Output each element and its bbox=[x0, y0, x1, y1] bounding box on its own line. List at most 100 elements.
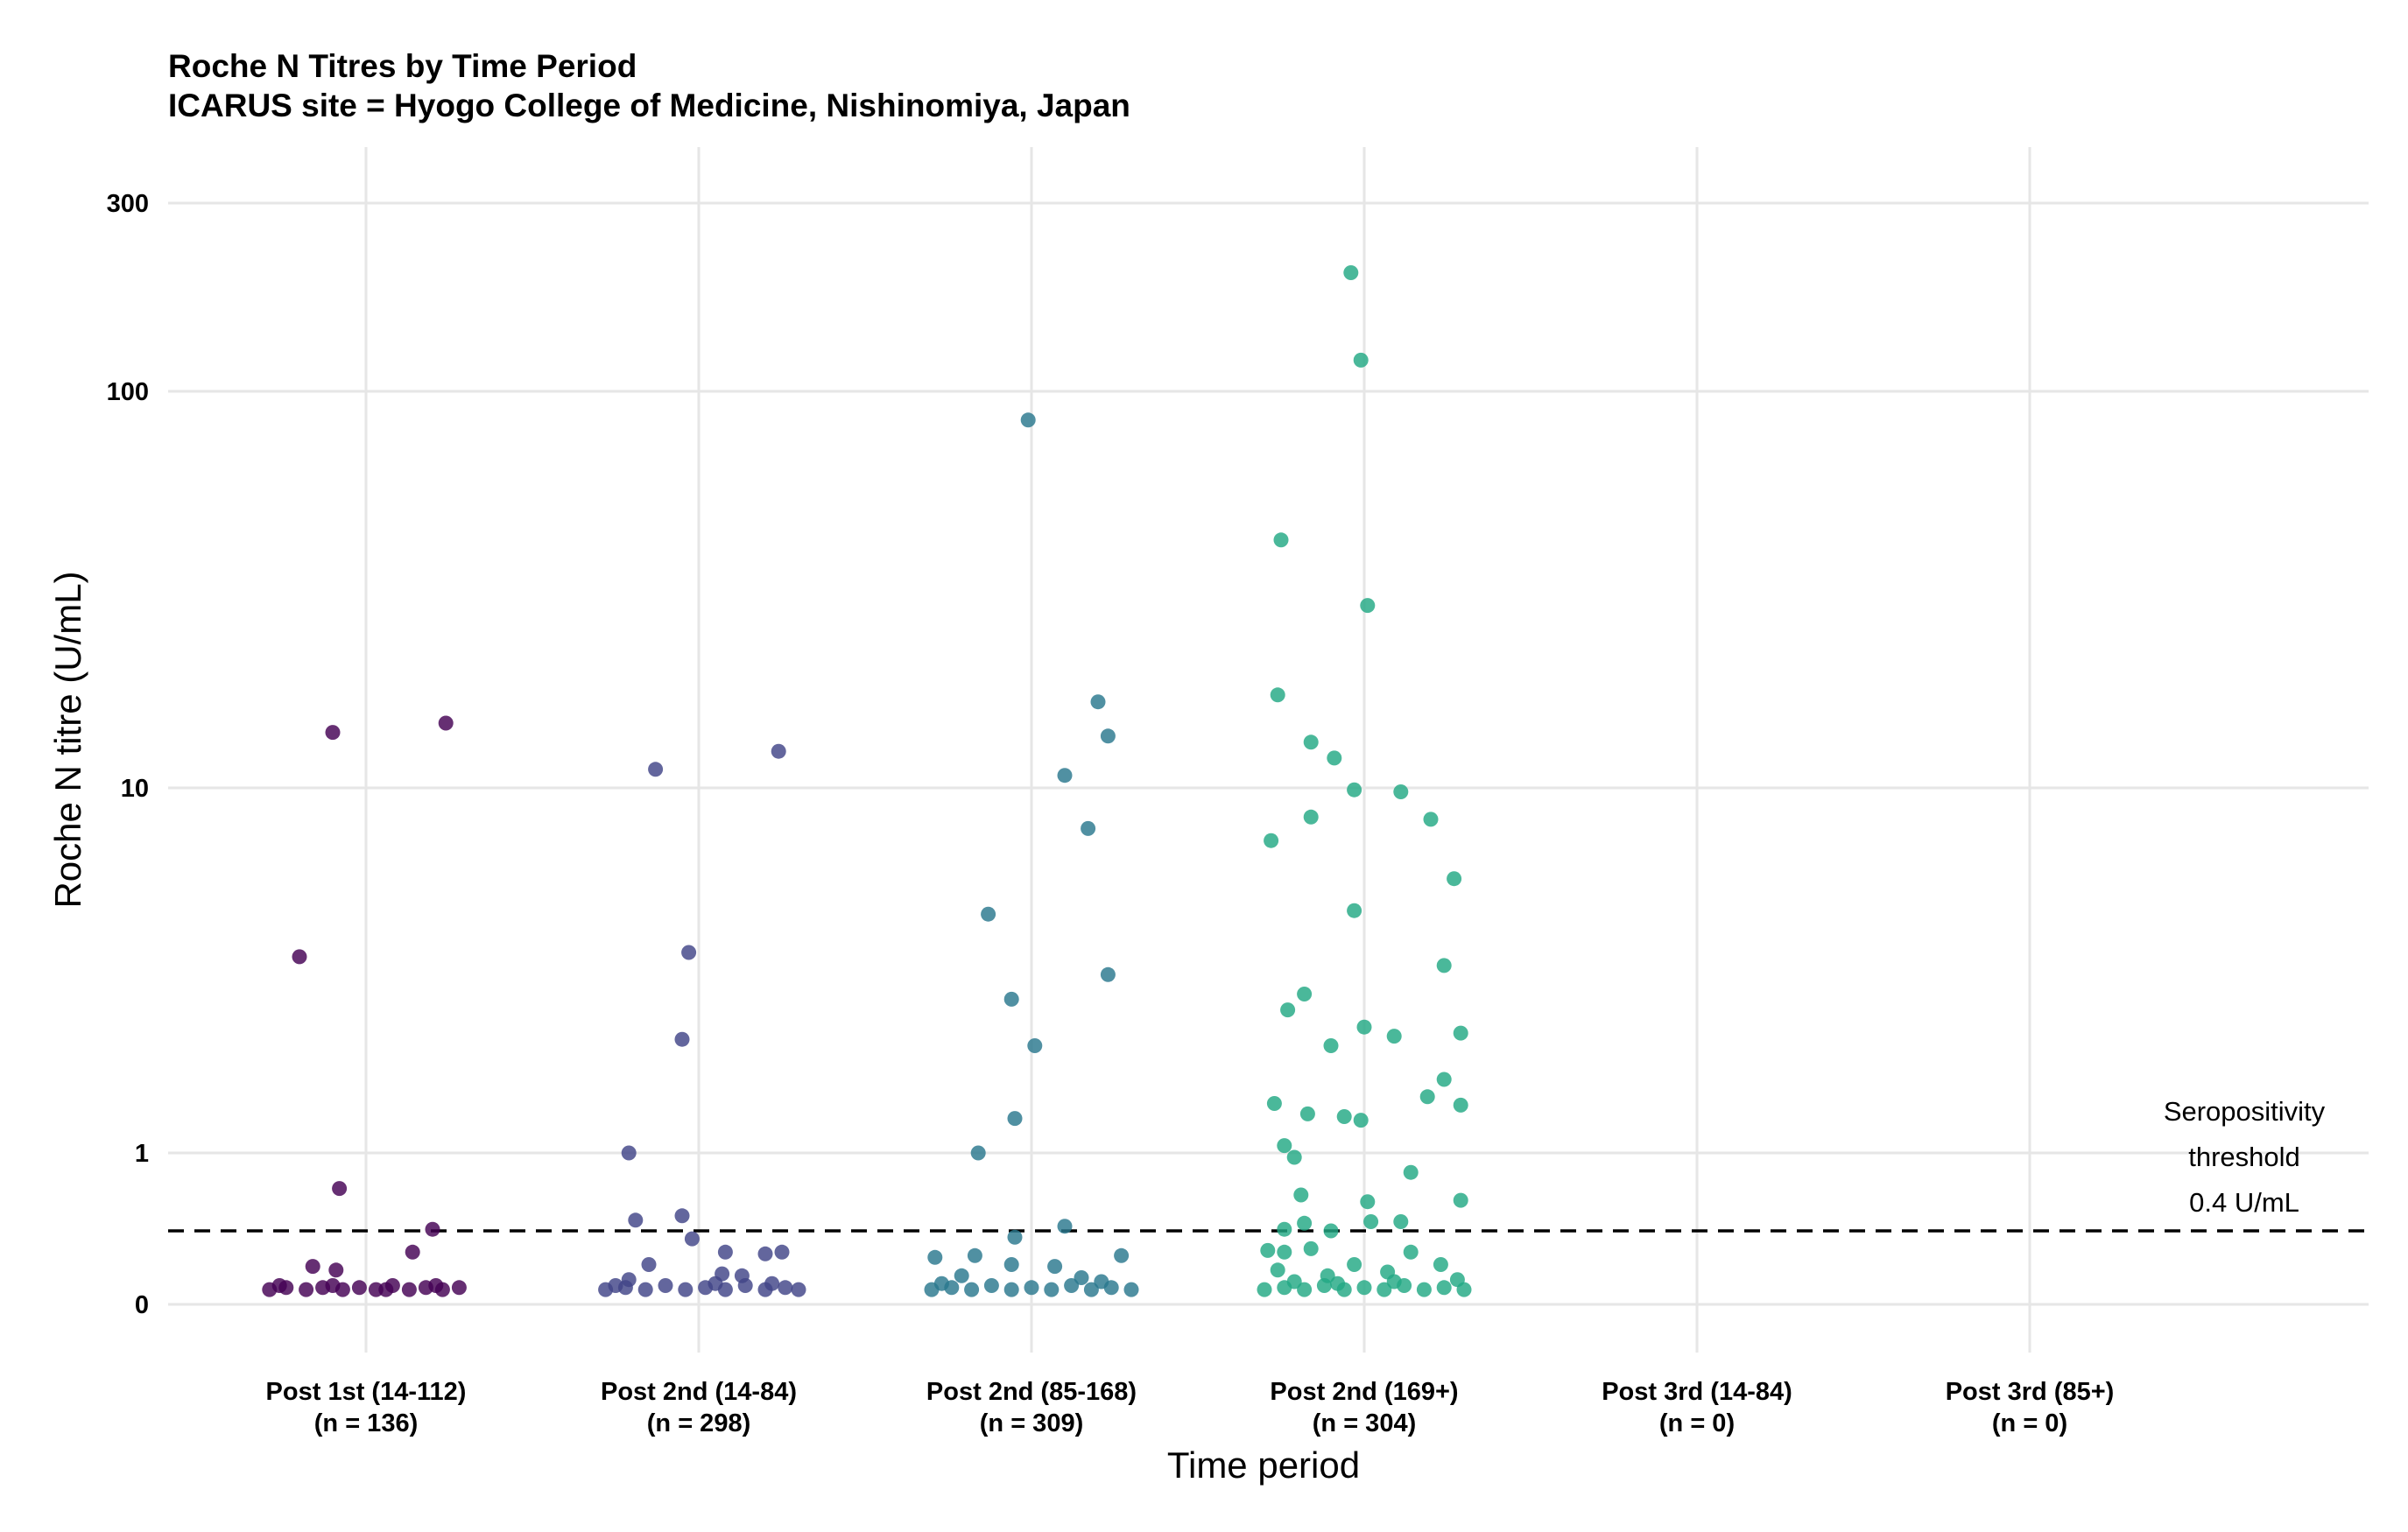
data-point-4-49 bbox=[1257, 1282, 1272, 1297]
data-point-4-42 bbox=[1303, 1240, 1319, 1256]
data-point-4-54 bbox=[1356, 1280, 1372, 1296]
data-point-1-8 bbox=[328, 1262, 344, 1278]
data-point-4-58 bbox=[1436, 1280, 1452, 1296]
data-point-3-7 bbox=[1100, 966, 1116, 982]
data-point-4-4 bbox=[1360, 598, 1376, 614]
data-point-3-11 bbox=[970, 1145, 986, 1161]
data-point-4-12 bbox=[1264, 833, 1279, 848]
chart-title: Roche N Titres by Time Period bbox=[168, 48, 637, 84]
data-point-4-33 bbox=[1360, 1194, 1376, 1210]
data-point-3-4 bbox=[1057, 768, 1073, 784]
data-point-4-31 bbox=[1403, 1164, 1419, 1180]
y-tick-label-1: 1 bbox=[135, 1140, 149, 1168]
data-point-3-21 bbox=[964, 1282, 980, 1297]
data-point-3-16 bbox=[1114, 1247, 1130, 1263]
data-point-2-4 bbox=[674, 1031, 690, 1047]
data-point-1-1 bbox=[292, 949, 307, 965]
data-point-3-3 bbox=[1100, 728, 1116, 744]
data-point-1-24 bbox=[428, 1278, 444, 1293]
data-point-3-24 bbox=[1024, 1280, 1039, 1296]
data-point-4-24 bbox=[1453, 1097, 1468, 1113]
data-point-4-21 bbox=[1323, 1038, 1339, 1053]
data-point-4-62 bbox=[1449, 1272, 1465, 1288]
data-point-4-61 bbox=[1386, 1274, 1402, 1290]
data-point-2-7 bbox=[674, 1208, 690, 1224]
data-point-4-51 bbox=[1297, 1282, 1313, 1297]
data-point-4-37 bbox=[1363, 1214, 1379, 1229]
data-point-2-25 bbox=[778, 1280, 793, 1296]
data-point-2-1 bbox=[648, 762, 664, 777]
data-point-4-15 bbox=[1436, 958, 1452, 973]
data-point-4-23 bbox=[1419, 1089, 1435, 1105]
x-tick-label-1: Post 1st (14-112) bbox=[266, 1378, 467, 1406]
data-point-1-20 bbox=[451, 1280, 467, 1296]
data-point-4-1 bbox=[1343, 265, 1359, 280]
data-point-3-5 bbox=[1081, 820, 1096, 836]
y-axis-title: Roche N titre (U/mL) bbox=[47, 571, 88, 908]
data-point-4-2 bbox=[1353, 352, 1369, 368]
data-point-3-18 bbox=[1047, 1259, 1063, 1275]
data-point-2-28 bbox=[708, 1275, 723, 1291]
data-point-2-6 bbox=[628, 1212, 644, 1228]
data-point-4-52 bbox=[1316, 1278, 1332, 1293]
data-point-4-19 bbox=[1386, 1029, 1402, 1044]
data-point-4-32 bbox=[1293, 1187, 1309, 1203]
data-point-1-4 bbox=[332, 1181, 348, 1197]
data-point-4-20 bbox=[1453, 1025, 1468, 1041]
y-tick-label-0: 0 bbox=[135, 1291, 149, 1319]
data-point-4-17 bbox=[1280, 1002, 1296, 1018]
data-point-4-22 bbox=[1436, 1072, 1452, 1087]
data-point-1-23 bbox=[378, 1282, 394, 1297]
y-tick-label-100: 100 bbox=[107, 378, 149, 406]
data-point-3-13 bbox=[1007, 1229, 1023, 1245]
data-point-1-2 bbox=[325, 725, 341, 741]
data-point-4-44 bbox=[1347, 1257, 1362, 1272]
data-point-2-29 bbox=[764, 1275, 780, 1291]
chart-subtitle: ICARUS site = Hyogo College of Medicine,… bbox=[168, 88, 1130, 123]
data-point-4-60 bbox=[1286, 1274, 1302, 1290]
y-tick-label-10: 10 bbox=[121, 775, 149, 803]
x-axis-title: Time period bbox=[1167, 1444, 1360, 1486]
grid-layer bbox=[168, 147, 2369, 1353]
data-point-1-11 bbox=[299, 1282, 314, 1297]
x-tick-count-2: (n = 298) bbox=[647, 1409, 750, 1437]
data-point-4-26 bbox=[1299, 1106, 1315, 1121]
data-point-3-29 bbox=[1123, 1282, 1139, 1297]
x-tick-count-5: (n = 0) bbox=[1659, 1409, 1735, 1437]
data-point-4-5 bbox=[1270, 687, 1285, 703]
data-point-4-35 bbox=[1297, 1215, 1313, 1231]
data-point-3-8 bbox=[1003, 991, 1019, 1007]
x-tick-label-3: Post 2nd (85-168) bbox=[926, 1378, 1137, 1406]
data-point-4-38 bbox=[1277, 1221, 1292, 1237]
threshold-annotation: Seropositivity threshold 0.4 U/mL bbox=[2164, 1096, 2326, 1218]
data-point-1-7 bbox=[305, 1259, 320, 1275]
data-point-4-41 bbox=[1277, 1244, 1292, 1260]
data-point-2-26 bbox=[791, 1282, 806, 1297]
data-point-2-3 bbox=[681, 945, 697, 960]
data-point-4-40 bbox=[1260, 1242, 1276, 1258]
threshold-label-line-3: 0.4 U/mL bbox=[2189, 1187, 2299, 1218]
points-layer bbox=[262, 265, 1472, 1297]
data-point-2-27 bbox=[608, 1278, 623, 1293]
x-tick-count-1: (n = 136) bbox=[314, 1409, 418, 1437]
data-point-3-23 bbox=[1003, 1282, 1019, 1297]
data-point-4-8 bbox=[1347, 782, 1362, 798]
y-tick-label-300: 300 bbox=[107, 190, 149, 218]
data-point-4-14 bbox=[1347, 903, 1362, 918]
threshold-label-line-2: threshold bbox=[2188, 1142, 2300, 1172]
data-point-3-1 bbox=[1020, 412, 1036, 428]
data-point-4-63 bbox=[1330, 1275, 1346, 1291]
x-tick-label-2: Post 2nd (14-84) bbox=[601, 1378, 797, 1406]
data-point-4-3 bbox=[1273, 532, 1289, 548]
data-point-2-9 bbox=[717, 1244, 733, 1260]
data-point-4-25 bbox=[1266, 1096, 1282, 1111]
data-point-3-31 bbox=[1074, 1270, 1089, 1285]
data-point-1-22 bbox=[325, 1278, 341, 1293]
y-tick-labels: 0 1 10 100 300 bbox=[107, 190, 149, 1319]
data-point-3-12 bbox=[1057, 1219, 1073, 1234]
data-point-4-46 bbox=[1270, 1262, 1285, 1278]
x-tick-labels: Post 1st (14-112) (n = 136) Post 2nd (14-8… bbox=[266, 1378, 2115, 1437]
data-point-1-14 bbox=[351, 1280, 367, 1296]
data-point-3-30 bbox=[954, 1268, 969, 1283]
